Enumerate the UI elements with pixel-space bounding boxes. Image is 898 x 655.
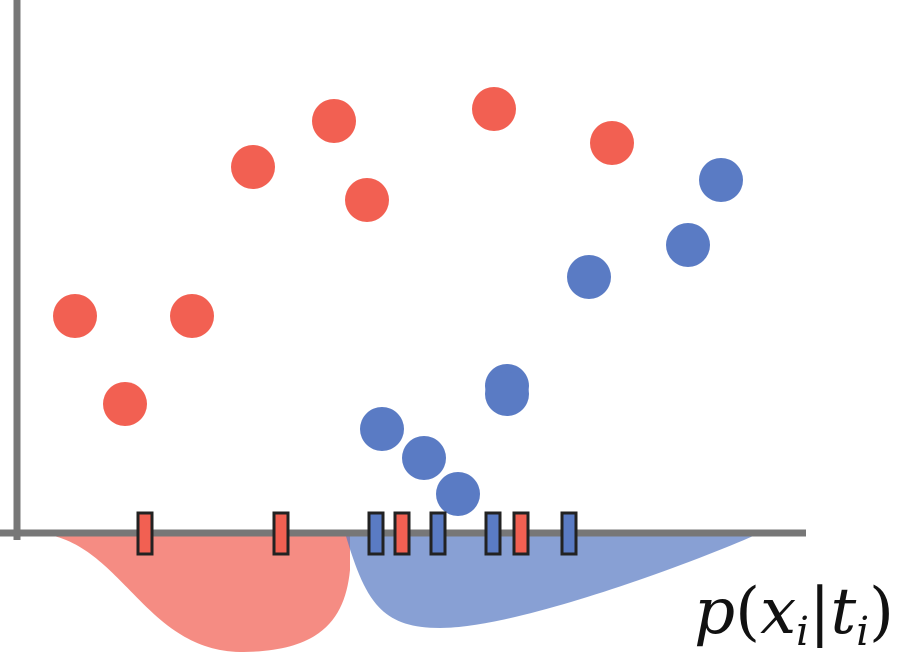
- blue-point: [666, 223, 710, 267]
- red-point: [53, 294, 97, 338]
- red-projection-marker: [272, 511, 290, 556]
- red-class-density: [30, 533, 350, 652]
- formula-p: p: [694, 575, 736, 649]
- formula-bar: |: [808, 575, 831, 649]
- projection-markers: [136, 511, 578, 556]
- red-point: [103, 382, 147, 426]
- red-projection-marker: [136, 511, 154, 556]
- red-point: [312, 99, 356, 143]
- blue-point: [485, 372, 529, 416]
- formula-t: t: [830, 575, 857, 649]
- formula-close-paren: ): [869, 575, 894, 649]
- conditional-density-label: p(xi|ti): [694, 580, 894, 652]
- formula-t-subscript: i: [856, 609, 870, 655]
- red-projection-marker: [393, 511, 411, 556]
- red-point: [345, 178, 389, 222]
- blue-point: [360, 407, 404, 451]
- blue-point: [567, 255, 611, 299]
- red-point: [170, 294, 214, 338]
- blue-projection-marker: [484, 511, 502, 556]
- formula-x-subscript: i: [796, 609, 809, 655]
- red-point: [472, 87, 516, 131]
- formula-x: x: [760, 575, 797, 649]
- red-projection-marker: [512, 511, 530, 556]
- blue-projection-marker: [367, 511, 385, 556]
- blue-projection-marker: [429, 511, 447, 556]
- blue-point: [699, 158, 743, 202]
- blue-projection-marker: [560, 511, 578, 556]
- scatter-points: [53, 87, 743, 516]
- formula-open-paren: (: [735, 575, 761, 649]
- red-point: [231, 145, 275, 189]
- blue-point: [436, 472, 480, 516]
- blue-point: [402, 436, 446, 480]
- blue-class-density: [345, 533, 760, 628]
- red-point: [590, 121, 634, 165]
